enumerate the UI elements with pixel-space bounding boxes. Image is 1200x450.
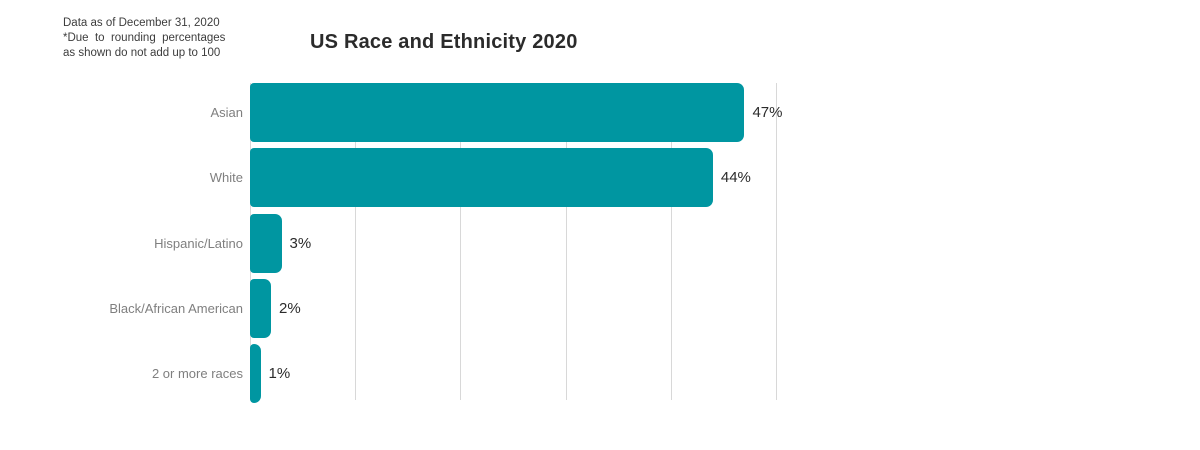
value-label: 47% xyxy=(752,104,783,121)
category-label: Asian xyxy=(210,105,243,120)
value-label: 44% xyxy=(720,169,751,187)
note-line-1: Data as of December 31, 2020 xyxy=(63,17,220,29)
value-label: 3% xyxy=(289,234,312,252)
gridline xyxy=(355,83,357,400)
note-line-2: *Due to rounding percentages xyxy=(63,32,226,44)
value-label: 2% xyxy=(279,299,301,317)
bar-asian xyxy=(250,83,745,142)
value-label: 1% xyxy=(268,365,291,382)
gridline xyxy=(565,83,567,400)
note-line-3: as shown do not add up to 100 xyxy=(63,47,221,59)
bar-2-or-more-races xyxy=(250,344,261,403)
category-label: Hispanic/Latino xyxy=(154,235,243,251)
category-label: 2 or more races xyxy=(151,366,243,381)
category-label: White xyxy=(209,170,243,186)
category-label: Black/African American xyxy=(109,300,243,316)
bar-hispanic-latino xyxy=(250,213,282,273)
chart-title: US Race and Ethnicity 2020 xyxy=(310,31,578,53)
gridline xyxy=(670,83,672,400)
gridline xyxy=(460,83,462,400)
bar-chart-plot-area: 47% 44% 3% 2% 1% xyxy=(250,83,782,405)
gridline xyxy=(776,83,777,400)
data-note: Data as of December 31, 2020 *Due to rou… xyxy=(63,16,235,61)
bar-black-african-american xyxy=(250,278,272,338)
bar-white xyxy=(250,148,713,208)
